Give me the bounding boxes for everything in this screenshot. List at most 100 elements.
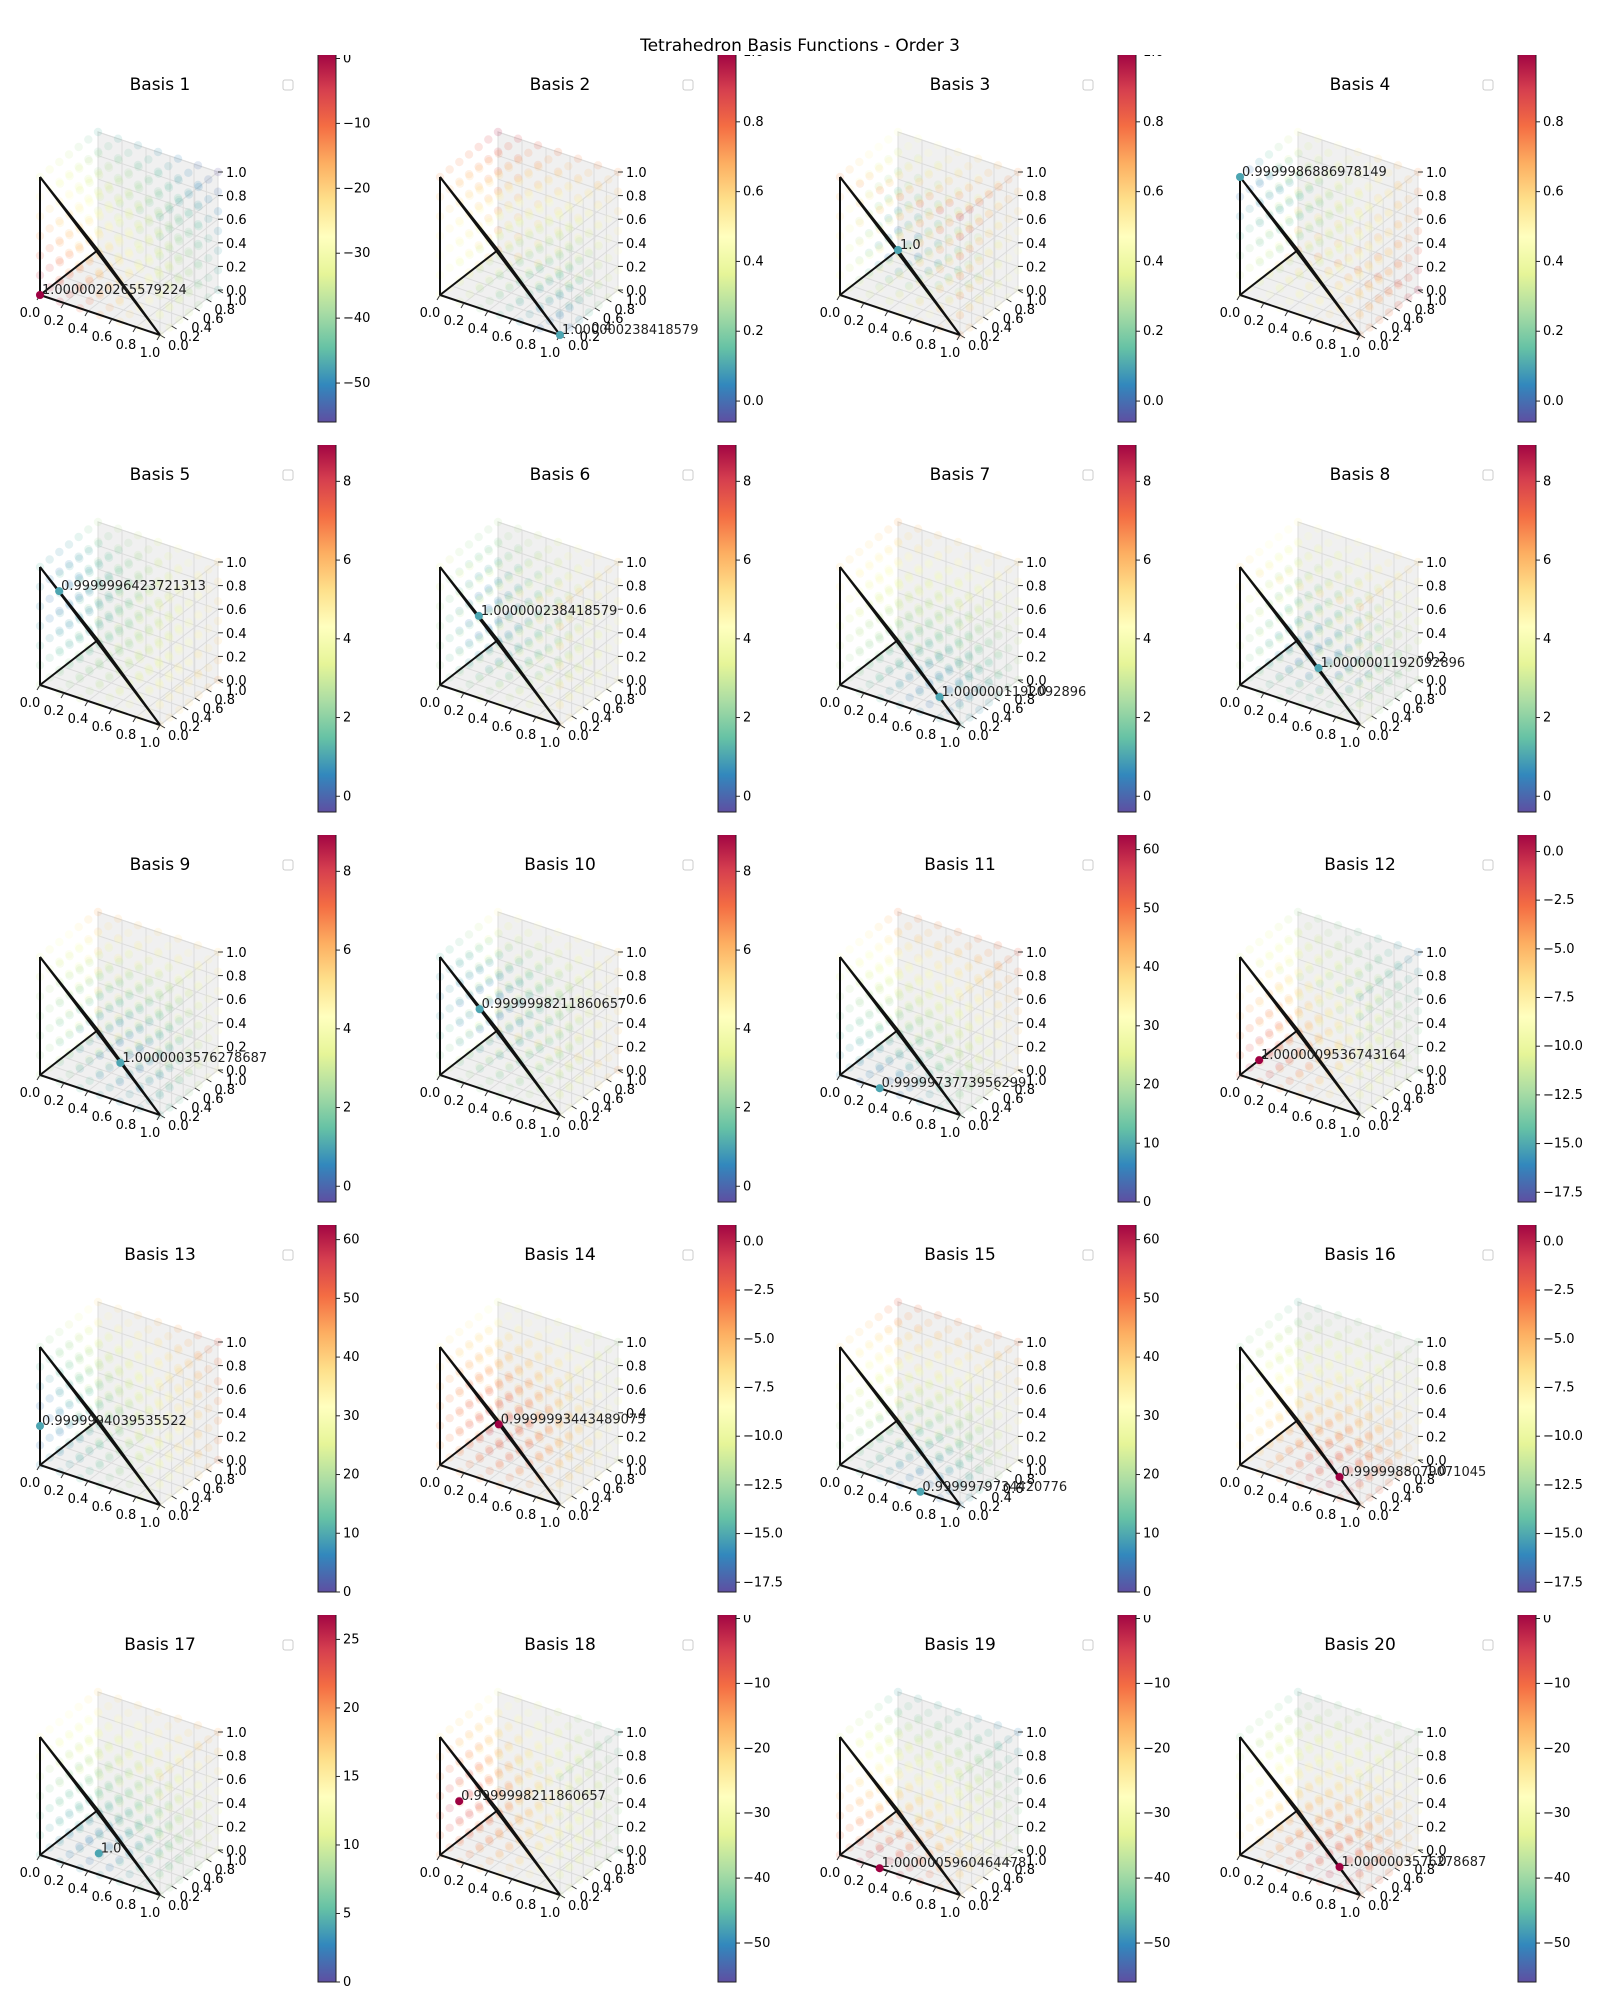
scatter-point — [565, 225, 573, 233]
x-tick-label: 1.0 — [140, 346, 161, 361]
scatter-point — [876, 1025, 884, 1033]
scatter-point — [1285, 218, 1293, 226]
scatter-point — [1256, 628, 1264, 636]
colorbar-tick-label: 0 — [743, 1179, 751, 1194]
scatter-point — [485, 547, 493, 555]
scatter-point — [56, 1018, 64, 1026]
x-tick — [85, 311, 88, 316]
colorbar-tick-label: 4 — [343, 1022, 351, 1037]
scatter-point — [614, 636, 622, 644]
scatter-point — [55, 158, 63, 166]
scatter-point — [94, 929, 102, 937]
x-tick-label: 0.6 — [492, 330, 513, 345]
scatter-point — [925, 950, 933, 958]
scatter-point — [536, 1025, 544, 1033]
scatter-point — [1276, 245, 1284, 253]
scatter-point — [485, 277, 493, 285]
colorbar-tick-label: 0.2 — [1543, 324, 1564, 339]
colorbar-tick-label: 2 — [743, 1101, 751, 1116]
scatter-point — [504, 532, 512, 540]
scatter-point — [154, 949, 162, 957]
scatter-point — [1325, 212, 1333, 220]
scatter-point — [145, 979, 153, 987]
scatter-point — [914, 546, 922, 554]
scatter-point — [56, 959, 64, 967]
scatter-point — [136, 1065, 144, 1073]
scatter-point — [1004, 234, 1012, 242]
scatter-point — [145, 1077, 153, 1085]
x-tick-label: 0.6 — [892, 330, 913, 345]
x-tick — [885, 701, 888, 706]
scatter-point — [565, 713, 573, 721]
colorbar-tick-label: 0 — [1543, 789, 1551, 804]
scatter-point — [994, 301, 1002, 309]
scatter-point — [125, 1090, 133, 1098]
scatter-point — [1404, 175, 1412, 183]
scatter-point — [1004, 955, 1012, 963]
scatter-point — [1364, 552, 1372, 560]
scatter-point — [1316, 688, 1324, 696]
scatter-point — [1014, 987, 1022, 995]
scatter-point — [564, 942, 572, 950]
scatter-point — [185, 230, 193, 238]
scatter-point — [125, 212, 133, 220]
scatter-point — [905, 1064, 913, 1072]
scatter-point — [1356, 681, 1364, 689]
scatter-point — [1375, 1096, 1383, 1104]
scatter-point — [1285, 569, 1293, 577]
scatter-point — [614, 987, 622, 995]
scatter-point — [74, 533, 82, 541]
scatter-point — [1336, 616, 1344, 624]
scatter-point — [1276, 596, 1284, 604]
scatter-point — [544, 545, 552, 553]
scatter-point — [925, 1031, 933, 1039]
scatter-point — [1274, 143, 1282, 151]
scatter-point — [1414, 246, 1422, 254]
scatter-point — [165, 674, 173, 682]
scatter-point — [516, 199, 524, 207]
scatter-point — [1375, 296, 1383, 304]
scatter-point — [1256, 648, 1264, 656]
scatter-point — [875, 164, 883, 172]
colorbar — [718, 445, 736, 812]
scatter-point — [475, 944, 483, 952]
scatter-point — [496, 212, 504, 220]
scatter-point — [455, 548, 463, 556]
scatter-point — [175, 237, 183, 245]
scatter-point — [945, 1057, 953, 1065]
scatter-point — [924, 149, 932, 157]
scatter-point — [575, 588, 583, 596]
colorbar-tick-label: −30 — [343, 246, 370, 261]
scatter-point — [925, 661, 933, 669]
z-tick-label: 0.6 — [1426, 213, 1447, 228]
scatter-point — [994, 222, 1002, 230]
x-tick-label: 1.0 — [540, 736, 561, 751]
scatter-point — [76, 966, 84, 974]
scatter-point — [144, 155, 152, 163]
scatter-point — [556, 1091, 564, 1099]
scatter-point — [956, 642, 964, 650]
scatter-point — [516, 979, 524, 987]
z-tick-label: 1.0 — [626, 946, 647, 961]
scatter-point — [944, 935, 952, 943]
scatter-point — [1296, 1071, 1304, 1079]
scatter-point — [1345, 1077, 1353, 1085]
scatter-point — [956, 1091, 964, 1099]
scatter-point — [614, 1046, 622, 1054]
scatter-point — [495, 951, 503, 959]
scatter-point — [984, 949, 992, 957]
colorbar-tick-label: 0.2 — [1143, 324, 1164, 339]
scatter-point — [165, 1025, 173, 1033]
scatter-point — [985, 230, 993, 238]
scatter-point — [585, 249, 593, 257]
scatter-point — [1355, 581, 1363, 589]
x-tick-label: 0.4 — [68, 1102, 89, 1117]
scatter-point — [956, 311, 964, 319]
scatter-point — [925, 992, 933, 1000]
colorbar-tick-label: 0 — [743, 789, 751, 804]
scatter-point — [565, 304, 573, 312]
scatter-point — [956, 1052, 964, 1060]
scatter-point — [1265, 192, 1273, 200]
